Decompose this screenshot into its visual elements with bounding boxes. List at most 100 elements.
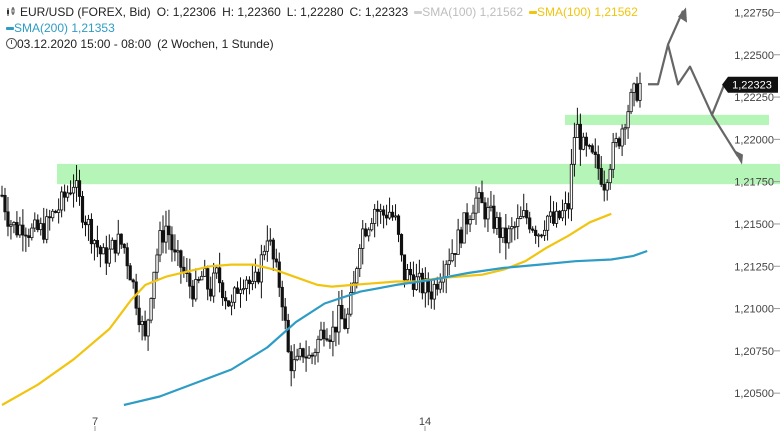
price-badge-bg xyxy=(722,76,778,93)
candle-body xyxy=(596,154,600,169)
candle-body xyxy=(575,123,579,138)
candle xyxy=(563,191,568,226)
candle-body xyxy=(554,210,559,224)
candle xyxy=(119,233,123,249)
candle-body xyxy=(63,191,67,198)
candle xyxy=(623,123,627,145)
candle-body xyxy=(33,219,37,229)
candle xyxy=(313,348,317,365)
candle xyxy=(399,233,404,262)
candle xyxy=(525,203,529,225)
candle-body xyxy=(194,279,198,300)
candle-body xyxy=(531,228,535,231)
candle xyxy=(638,72,642,108)
candle-body xyxy=(143,321,147,337)
candle xyxy=(489,191,493,212)
candle xyxy=(453,253,457,268)
candle xyxy=(605,179,609,201)
candle xyxy=(334,326,338,347)
candle xyxy=(540,233,544,239)
sma200-label[interactable]: SMA(200) xyxy=(14,21,69,35)
y-tick-label: 1,22250 xyxy=(734,92,774,104)
candle xyxy=(268,228,272,246)
candle xyxy=(274,248,278,268)
candle xyxy=(349,282,353,317)
candle-body xyxy=(113,239,117,254)
up-arrow-head xyxy=(678,7,687,23)
candle xyxy=(51,208,55,222)
candle-body xyxy=(116,233,120,254)
candle xyxy=(474,186,478,225)
candle-body xyxy=(504,227,508,244)
legend-row-ohlc: EUR/USD (FOREX, Bid) O: 1,22306 H: 1,22360… xyxy=(6,5,638,20)
candle-body xyxy=(244,279,249,289)
candle xyxy=(531,226,535,233)
candle-body xyxy=(122,243,126,249)
time-axis: 7 14 xyxy=(92,416,431,431)
candle-body xyxy=(390,211,395,218)
candle-body xyxy=(447,260,451,265)
candle xyxy=(226,300,231,307)
candle-body xyxy=(444,263,448,278)
candle xyxy=(209,276,213,302)
candle-body xyxy=(510,226,514,230)
candle xyxy=(92,238,97,261)
candle xyxy=(322,321,326,347)
candle xyxy=(89,213,94,254)
candle-body xyxy=(322,329,326,340)
candle-body xyxy=(247,279,252,285)
candle xyxy=(358,244,362,278)
candle xyxy=(545,214,550,241)
candle-body xyxy=(382,209,386,216)
candle-body xyxy=(483,202,487,220)
candle-body xyxy=(513,226,517,228)
candle xyxy=(632,82,636,107)
candle-body xyxy=(361,228,365,249)
y-tick-label: 1,21000 xyxy=(734,304,774,316)
candle-body xyxy=(15,222,19,236)
candle xyxy=(343,308,347,330)
candle xyxy=(501,227,505,243)
candle-body xyxy=(265,240,269,252)
candle xyxy=(0,185,4,198)
candle xyxy=(450,239,454,263)
candle-body xyxy=(152,271,156,299)
candle xyxy=(30,223,34,241)
candle xyxy=(110,237,114,250)
candle-body xyxy=(203,268,207,277)
candle-body xyxy=(30,227,34,239)
candle-body xyxy=(176,250,180,253)
sma100-yellow-label[interactable]: SMA(100) xyxy=(537,5,592,19)
candle-body xyxy=(525,210,529,219)
candle-body xyxy=(468,219,472,225)
candle xyxy=(143,310,147,341)
candle-body xyxy=(12,222,16,226)
candle xyxy=(9,219,13,240)
y-tick-label: 1,21750 xyxy=(734,177,774,189)
candle xyxy=(408,261,413,285)
candle-body xyxy=(635,83,639,101)
candle xyxy=(617,136,621,150)
close-value: C: 1,22323 xyxy=(349,5,409,19)
candle xyxy=(18,216,22,238)
candle-body xyxy=(137,307,141,326)
candle-body xyxy=(450,253,454,262)
candle xyxy=(420,268,424,300)
candle xyxy=(352,270,356,293)
sma100-grey-label[interactable]: SMA(100) xyxy=(422,5,477,19)
candlestick-series xyxy=(0,72,642,387)
candle-body xyxy=(218,267,222,284)
candle-body xyxy=(548,211,553,217)
candle-body xyxy=(307,354,311,359)
candle xyxy=(432,278,436,310)
current-price-badge: 1,22323 xyxy=(722,76,778,93)
candle-body xyxy=(221,282,225,299)
candle-body xyxy=(477,192,481,199)
candle xyxy=(215,264,219,279)
down-arrow-shaft xyxy=(711,114,739,157)
candle-body xyxy=(146,319,150,337)
candle-body xyxy=(328,339,332,342)
candle-body xyxy=(170,234,174,251)
candle xyxy=(310,352,314,365)
candle-body xyxy=(578,123,582,150)
